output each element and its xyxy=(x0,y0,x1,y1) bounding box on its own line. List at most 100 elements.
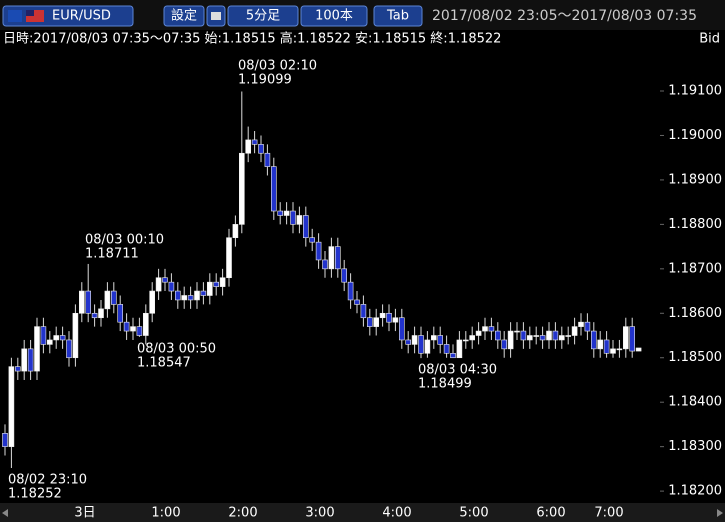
y-tick-label: 1.18800 xyxy=(668,217,722,232)
candle-body xyxy=(603,339,610,354)
us-flag-canton xyxy=(26,10,34,16)
y-tick-label: 1.18400 xyxy=(668,395,722,410)
candle-body xyxy=(283,210,290,216)
candle-body xyxy=(488,326,495,332)
candle-body xyxy=(40,326,47,345)
candle-body xyxy=(219,277,226,287)
timeframe-button[interactable] xyxy=(227,5,299,27)
candle-body xyxy=(475,330,482,336)
candle-body xyxy=(443,344,450,354)
candle-body xyxy=(168,281,175,292)
candle-body xyxy=(616,348,623,351)
y-tick-label: 1.18900 xyxy=(668,172,722,187)
candle-body xyxy=(123,321,130,332)
candle-body xyxy=(354,299,360,305)
y-tick-label: 1.19000 xyxy=(668,128,722,143)
candle-body xyxy=(194,290,200,301)
candle-body xyxy=(91,312,98,319)
symbol: EUR/USD xyxy=(52,9,111,24)
y-tick-label: 1.18200 xyxy=(668,484,722,499)
candle-body xyxy=(437,335,444,345)
count-button[interactable] xyxy=(300,5,368,27)
scroll-left[interactable] xyxy=(2,509,8,517)
candle-body xyxy=(187,295,194,301)
candle-body xyxy=(213,281,219,287)
candle-body xyxy=(72,312,79,359)
candle-body xyxy=(207,281,213,296)
candle-body xyxy=(373,317,380,327)
x-tick-label: 1:00 xyxy=(151,506,180,521)
settings-button[interactable] xyxy=(163,5,205,27)
scroll-right[interactable] xyxy=(717,509,723,517)
date-range: 2017/08/02 23:05～2017/08/03 07:35 xyxy=(432,8,697,24)
candle-body xyxy=(104,290,111,310)
candle-body xyxy=(424,339,431,354)
candle-body xyxy=(34,326,40,372)
price-side: Bid xyxy=(699,32,720,47)
candle-body xyxy=(8,366,15,447)
candle-body xyxy=(520,330,527,341)
annotation-price: 1.18252 xyxy=(8,487,62,502)
candle-body xyxy=(597,339,604,350)
candle-body xyxy=(149,290,155,314)
candle-body xyxy=(15,366,21,372)
candle-body xyxy=(558,335,565,341)
candle-body xyxy=(578,321,584,327)
candle-body xyxy=(296,215,303,225)
tab-button[interactable] xyxy=(373,5,423,27)
info-line: 日時:2017/08/03 07:35～07:35 始:1.18515 高:1.… xyxy=(3,31,501,47)
candle-body xyxy=(239,152,245,225)
time-axis-bar xyxy=(0,503,725,522)
candle-body xyxy=(533,335,540,337)
candle-body xyxy=(507,330,514,350)
candle-body xyxy=(462,339,469,342)
candle-body xyxy=(264,152,271,167)
y-tick-label: 1.19100 xyxy=(668,84,722,99)
candle-body xyxy=(450,352,456,359)
candle-body xyxy=(360,304,367,319)
candle-body xyxy=(175,290,181,301)
candle-body xyxy=(379,312,386,319)
candle-body xyxy=(386,312,392,323)
candle-body xyxy=(21,348,28,372)
annotation-price: 1.18547 xyxy=(137,356,191,371)
x-tick-label: 4:00 xyxy=(382,506,411,521)
eu-flag xyxy=(8,10,22,22)
candle-body xyxy=(46,339,53,345)
candle-body xyxy=(53,335,60,341)
candle-body xyxy=(162,277,168,283)
annotation-time: 08/03 04:30 xyxy=(418,363,497,378)
y-tick-label: 1.18600 xyxy=(668,306,722,321)
annotation-time: 08/03 00:50 xyxy=(137,342,216,357)
candle-body xyxy=(270,166,277,212)
candle-body xyxy=(501,339,508,350)
candle-body xyxy=(430,335,437,341)
candle-body xyxy=(302,215,309,239)
annotation-time: 08/03 00:10 xyxy=(85,233,164,248)
candle-body xyxy=(565,335,572,337)
candle-body xyxy=(258,144,264,154)
button-label: Tab xyxy=(386,9,409,24)
candle-body xyxy=(309,237,316,243)
annotation-price: 1.19099 xyxy=(238,73,292,88)
y-tick-label: 1.18700 xyxy=(668,261,722,276)
x-tick-label: 3:00 xyxy=(305,506,334,521)
candle-body xyxy=(136,326,143,336)
candle-body xyxy=(98,308,104,319)
candle-body xyxy=(418,335,424,354)
candle-body xyxy=(546,330,552,341)
candle-body xyxy=(334,246,341,270)
candle-body xyxy=(130,326,136,332)
candle-body xyxy=(328,246,335,270)
candle-body xyxy=(405,339,412,345)
candle-body xyxy=(27,348,34,372)
candle-body xyxy=(232,224,239,239)
candle-body xyxy=(366,317,373,327)
candle-body xyxy=(610,348,616,354)
x-tick-label: 5:00 xyxy=(459,506,488,521)
x-tick-label: 3日 xyxy=(74,506,95,521)
candle-body xyxy=(322,259,328,270)
candle-body xyxy=(2,433,8,447)
